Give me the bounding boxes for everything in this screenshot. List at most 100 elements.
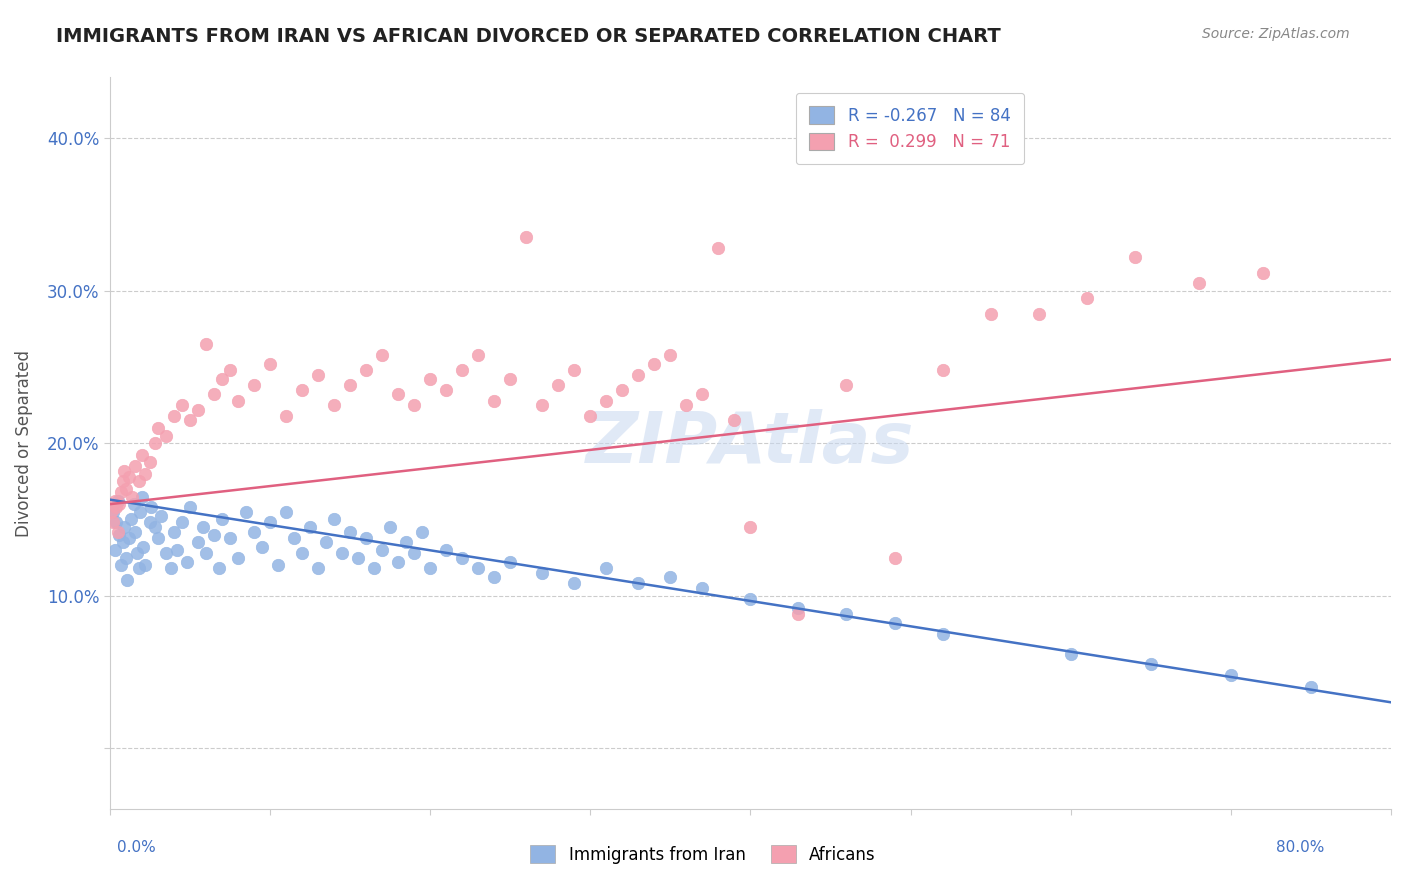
Point — [191, 520, 214, 534]
Point — [104, 494, 127, 508]
Point — [155, 428, 177, 442]
Point — [110, 485, 132, 500]
Point — [354, 531, 377, 545]
Point — [787, 600, 810, 615]
Point — [139, 516, 162, 530]
Point — [219, 531, 242, 545]
Point — [104, 542, 127, 557]
Point — [307, 561, 329, 575]
Point — [105, 500, 128, 515]
Point — [740, 591, 762, 606]
Point — [404, 546, 426, 560]
Point — [112, 464, 135, 478]
Point — [387, 387, 409, 401]
Point — [411, 524, 433, 539]
Point — [627, 576, 650, 591]
Point — [1188, 276, 1211, 290]
Point — [131, 449, 153, 463]
Point — [1060, 647, 1083, 661]
Point — [108, 497, 131, 511]
Point — [467, 561, 489, 575]
Point — [101, 516, 124, 530]
Point — [595, 561, 617, 575]
Point — [339, 378, 361, 392]
Point — [187, 402, 209, 417]
Point — [291, 383, 314, 397]
Point — [146, 531, 169, 545]
Point — [659, 348, 682, 362]
Point — [562, 576, 585, 591]
Point — [315, 535, 337, 549]
Point — [612, 383, 634, 397]
Point — [131, 490, 153, 504]
Point — [134, 558, 156, 573]
Point — [298, 520, 321, 534]
Point — [307, 368, 329, 382]
Point — [194, 337, 217, 351]
Point — [562, 363, 585, 377]
Point — [163, 524, 186, 539]
Point — [467, 348, 489, 362]
Point — [434, 542, 457, 557]
Point — [179, 500, 201, 515]
Point — [243, 524, 266, 539]
Point — [155, 546, 177, 560]
Point — [931, 626, 953, 640]
Point — [835, 378, 858, 392]
Point — [132, 540, 155, 554]
Point — [134, 467, 156, 481]
Point — [387, 555, 409, 569]
Point — [434, 383, 457, 397]
Point — [482, 570, 505, 584]
Point — [723, 413, 745, 427]
Point — [323, 398, 346, 412]
Point — [250, 540, 273, 554]
Text: 80.0%: 80.0% — [1277, 840, 1324, 855]
Point — [118, 531, 141, 545]
Point — [515, 230, 537, 244]
Point — [114, 550, 136, 565]
Point — [124, 459, 146, 474]
Point — [141, 500, 163, 515]
Point — [121, 490, 143, 504]
Point — [378, 520, 401, 534]
Point — [1251, 266, 1274, 280]
Point — [659, 570, 682, 584]
Point — [707, 241, 730, 255]
Point — [120, 512, 142, 526]
Text: 0.0%: 0.0% — [117, 840, 156, 855]
Point — [787, 607, 810, 621]
Point — [354, 363, 377, 377]
Point — [110, 558, 132, 573]
Point — [208, 561, 231, 575]
Point — [643, 357, 665, 371]
Point — [128, 561, 150, 575]
Point — [259, 516, 281, 530]
Point — [283, 531, 305, 545]
Point — [595, 393, 617, 408]
Point — [179, 413, 201, 427]
Legend: R = -0.267   N = 84, R =  0.299   N = 71: R = -0.267 N = 84, R = 0.299 N = 71 — [796, 93, 1024, 164]
Point — [531, 566, 554, 580]
Point — [451, 363, 474, 377]
Point — [128, 475, 150, 489]
Point — [579, 409, 602, 423]
Point — [547, 378, 569, 392]
Point — [259, 357, 281, 371]
Point — [274, 505, 297, 519]
Point — [499, 372, 522, 386]
Point — [125, 546, 148, 560]
Point — [108, 527, 131, 541]
Point — [139, 454, 162, 468]
Point — [211, 372, 233, 386]
Point — [451, 550, 474, 565]
Point — [1028, 307, 1050, 321]
Point — [1123, 250, 1146, 264]
Point — [124, 524, 146, 539]
Point — [235, 505, 257, 519]
Point — [499, 555, 522, 569]
Text: IMMIGRANTS FROM IRAN VS AFRICAN DIVORCED OR SEPARATED CORRELATION CHART: IMMIGRANTS FROM IRAN VS AFRICAN DIVORCED… — [56, 27, 1001, 45]
Point — [150, 509, 173, 524]
Point — [363, 561, 385, 575]
Point — [194, 546, 217, 560]
